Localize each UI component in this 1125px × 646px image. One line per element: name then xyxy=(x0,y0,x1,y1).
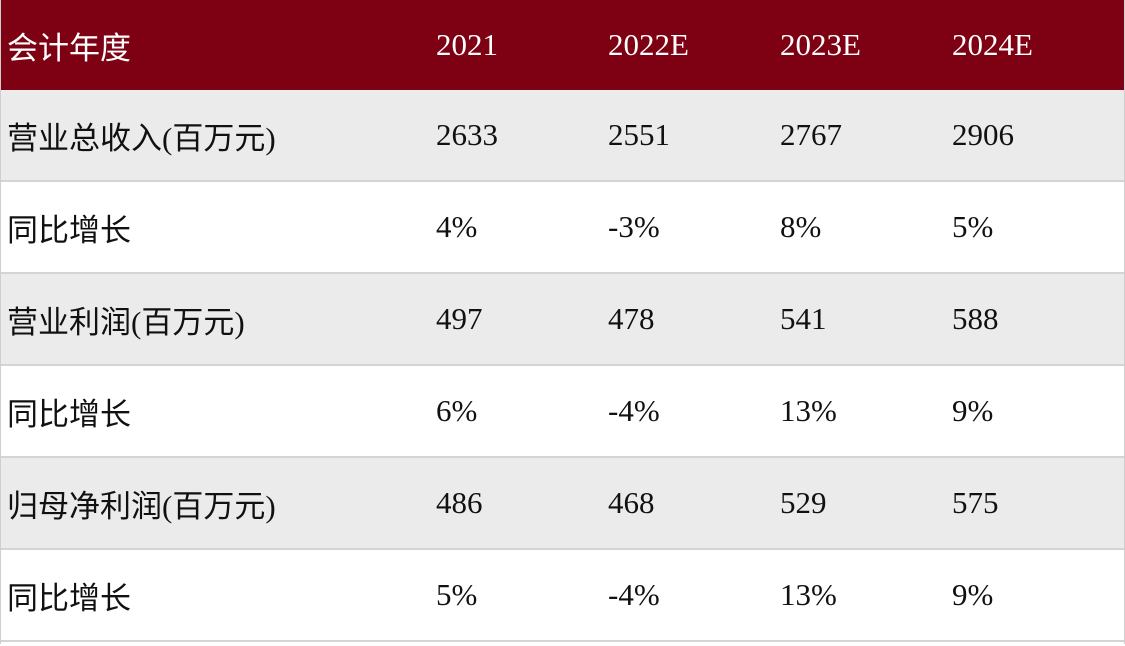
data-row: 同比增长 4% -3% 8% 5% xyxy=(1,182,1124,274)
data-row: 同比增长 5% -4% 13% 9% xyxy=(1,550,1124,642)
cell-value: 529 xyxy=(780,485,827,520)
cell-value: 588 xyxy=(952,301,999,336)
cell-value: 478 xyxy=(608,301,655,336)
cell-value: 6% xyxy=(436,393,478,428)
row-label: 营业利润(百万元) xyxy=(7,304,245,340)
row-label: 归母净利润(百万元) xyxy=(7,488,276,524)
cell-value: -4% xyxy=(608,393,660,428)
cell-value: -3% xyxy=(608,209,660,244)
cell-value: -4% xyxy=(608,577,660,612)
cell-value: 2021 xyxy=(436,27,498,62)
cell-value: 2906 xyxy=(952,117,1014,152)
data-row: 归母净利润(百万元) 486 468 529 575 xyxy=(1,458,1124,550)
cell-value: 468 xyxy=(608,485,655,520)
cell-value: 575 xyxy=(952,485,999,520)
cell-value: 2023E xyxy=(780,27,861,62)
header-row: 会计年度 2021 2022E 2023E 2024E xyxy=(1,0,1124,90)
cell-value: 2633 xyxy=(436,117,498,152)
cell-value: 4% xyxy=(436,209,478,244)
cell-value: 486 xyxy=(436,485,483,520)
cell-value: 13% xyxy=(780,393,837,428)
cell-value: 9% xyxy=(952,393,994,428)
cell-value: 2022E xyxy=(608,27,689,62)
data-row: 营业利润(百万元) 497 478 541 588 xyxy=(1,274,1124,366)
cell-value: 2767 xyxy=(780,117,842,152)
row-label: 同比增长 xyxy=(7,212,131,248)
cell-value: 9% xyxy=(952,577,994,612)
cell-value: 13% xyxy=(780,577,837,612)
cell-value: 5% xyxy=(952,209,994,244)
cell-value: 497 xyxy=(436,301,483,336)
row-label: 同比增长 xyxy=(7,396,131,432)
cell-value: 541 xyxy=(780,301,827,336)
row-label: 会计年度 xyxy=(7,30,131,66)
row-label: 营业总收入(百万元) xyxy=(7,120,276,156)
cell-value: 5% xyxy=(436,577,478,612)
cell-value: 8% xyxy=(780,209,822,244)
row-label: 同比增长 xyxy=(7,580,131,616)
data-row: 营业总收入(百万元) 2633 2551 2767 2906 xyxy=(1,90,1124,182)
cell-value: 2551 xyxy=(608,117,670,152)
cell-value: 2024E xyxy=(952,27,1033,62)
data-row: 同比增长 6% -4% 13% 9% xyxy=(1,366,1124,458)
